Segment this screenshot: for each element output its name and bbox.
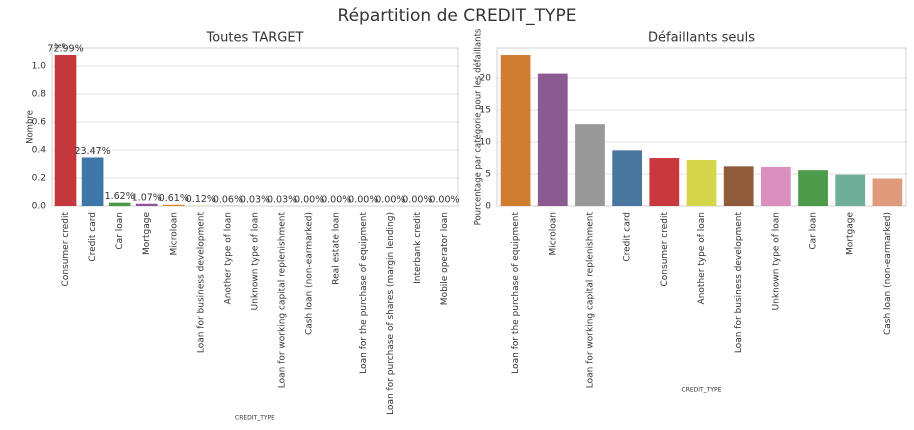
share-label: 1.07% [132,192,162,203]
bar [872,178,903,206]
bar [81,157,104,206]
y-tick-label: 5 [485,170,491,180]
share-label: 0.00% [375,194,405,205]
x-axis-label: CREDIT_TYPE [682,387,722,394]
offset-label: 1e6 [54,43,66,50]
bar [575,124,605,206]
share-label: 0.03% [267,194,297,205]
y-tick-label: 10 [480,138,492,148]
bar [612,150,643,206]
x-tick-label: Loan for working capital replenishment [585,212,595,389]
x-tick-label: Unknown type of loan [771,212,781,310]
x-tick-label: Another type of loan [697,212,707,304]
x-tick-label: Microloan [548,212,558,255]
axes-frame [51,47,459,207]
bar [54,54,77,206]
share-label: 0.61% [159,193,189,204]
x-tick-label: Credit card [88,212,98,262]
share-label: 72.99% [47,43,83,54]
y-tick-label: 0 [485,202,491,212]
share-label: 0.00% [348,194,378,205]
x-axis-label: CREDIT_TYPE [235,415,275,422]
share-label: 1.62% [105,191,135,202]
x-tick-label: Car loan [809,212,819,250]
x-tick-label: Loan for the purchase of equipment [359,212,369,374]
bar [537,73,568,207]
x-tick-label: Credit card [623,212,633,262]
figure-title: Répartition de CREDIT_TYPE [338,6,577,26]
y-tick-label: 0.8 [32,90,47,100]
y-tick-label: 0.6 [32,118,47,128]
subplot-title: Toutes TARGET [205,31,303,46]
x-tick-label: Another type of loan [223,212,233,304]
bar [798,170,828,206]
bar [760,166,791,206]
bar [649,158,680,206]
share-label: 23.47% [74,146,110,157]
share-label: 0.00% [402,194,432,205]
x-tick-label: Mortgage [846,212,856,255]
y-axis-label: Pourcentage par catégorie pour les défai… [473,28,484,225]
x-tick-label: Mortgage [142,212,152,255]
subplot-title: Défaillants seuls [648,31,755,46]
x-tick-label: Real estate loan [332,212,342,285]
x-tick-label: Consumer credit [61,212,71,287]
y-tick-label: 20 [480,74,492,84]
bar [686,159,717,206]
share-label: 0.00% [294,194,324,205]
x-tick-label: Loan for working capital replenishment [278,212,288,389]
x-tick-label: Car loan [115,212,125,250]
share-label: 0.12% [186,194,216,205]
y-tick-label: 0.0 [32,202,47,212]
y-tick-label: 15 [480,106,491,116]
bar [108,202,131,206]
share-label: 0.06% [213,194,243,205]
bar [723,166,754,206]
bar [162,204,185,206]
y-tick-label: 0.2 [32,174,46,184]
bar [835,174,866,206]
x-tick-label: Loan for business development [196,212,206,354]
x-tick-label: Loan for business development [734,212,744,354]
y-tick-label: 1.0 [32,62,47,72]
x-tick-label: Loan for the purchase of equipment [511,212,521,374]
x-tick-label: Unknown type of loan [251,212,261,310]
x-tick-label: Cash loan (non-earmarked) [305,212,315,335]
x-tick-label: Mobile operator loan [440,212,450,305]
share-label: 0.00% [321,194,351,205]
y-tick-label: 0.4 [32,146,47,156]
bar [500,55,531,206]
x-tick-label: Cash loan (non-earmarked) [883,212,893,335]
share-label: 0.00% [429,194,459,205]
x-tick-label: Interbank credit [413,212,423,284]
share-label: 0.03% [240,194,270,205]
bar [135,203,158,206]
x-tick-label: Consumer credit [660,212,670,287]
y-axis-label: Nombre [26,110,36,144]
x-tick-label: Loan for purchase of shares (margin lend… [386,212,396,415]
x-tick-label: Microloan [169,212,179,255]
